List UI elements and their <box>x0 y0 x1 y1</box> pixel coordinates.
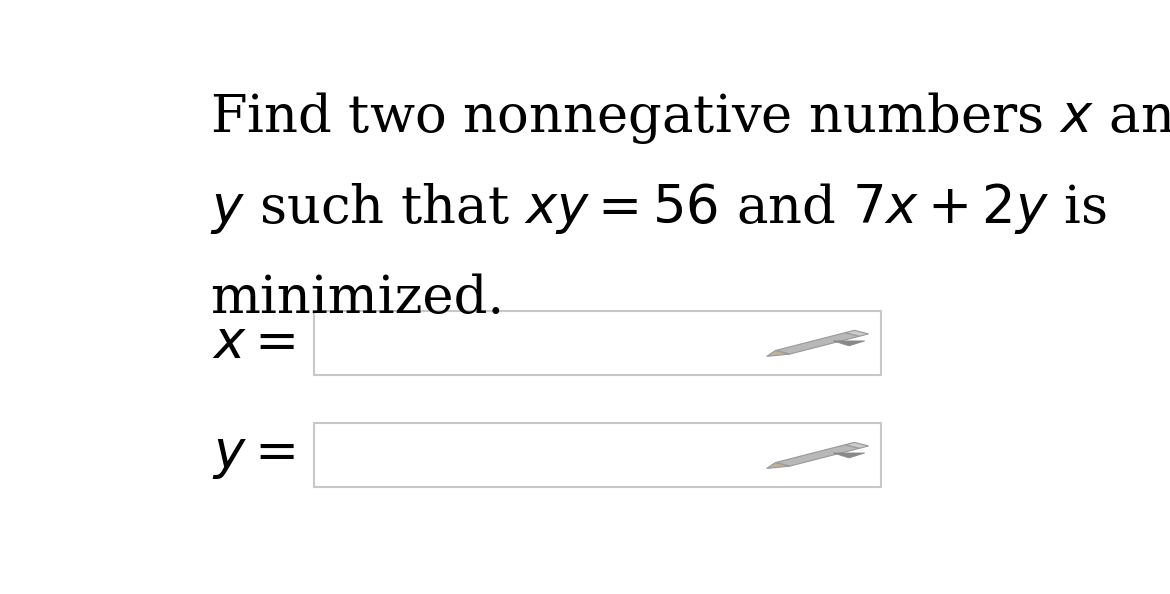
Polygon shape <box>776 445 859 466</box>
Polygon shape <box>766 350 790 356</box>
Text: Find two nonnegative numbers $x$ and: Find two nonnegative numbers $x$ and <box>209 90 1170 146</box>
Polygon shape <box>833 341 865 346</box>
Polygon shape <box>766 463 790 469</box>
Text: $y =$: $y =$ <box>213 430 296 481</box>
Polygon shape <box>845 330 868 336</box>
FancyBboxPatch shape <box>314 311 881 375</box>
Polygon shape <box>845 443 868 448</box>
Text: minimized.: minimized. <box>209 273 504 324</box>
Text: $x =$: $x =$ <box>213 318 296 369</box>
Text: $y$ such that $xy = 56$ and $7x + 2y$ is: $y$ such that $xy = 56$ and $7x + 2y$ is <box>209 181 1107 236</box>
Polygon shape <box>833 453 865 458</box>
FancyBboxPatch shape <box>314 424 881 488</box>
Polygon shape <box>776 333 859 354</box>
